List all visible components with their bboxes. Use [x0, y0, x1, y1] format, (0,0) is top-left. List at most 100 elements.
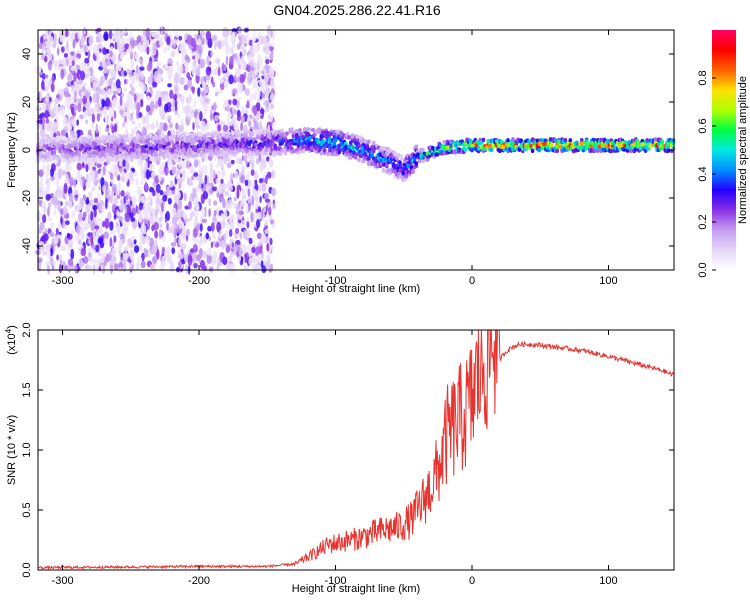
spectrogram-signal-cell: [306, 127, 311, 132]
spectrogram-noise-cell: [81, 175, 85, 187]
spectrogram-noise-cell: [260, 57, 263, 68]
spectrogram-signal-cell: [231, 130, 235, 136]
spectrogram-noise-cell: [68, 192, 74, 202]
spectrogram-noise-cell: [113, 171, 119, 178]
spectrogram-noise-cell: [169, 89, 174, 100]
spectrogram-noise-cell: [259, 108, 265, 115]
spectrogram-noise-cell: [156, 61, 162, 68]
spectrogram-noise-cell: [116, 57, 119, 67]
spectrogram-noise-cell: [160, 106, 164, 112]
spectrogram-noise-cell: [92, 204, 98, 211]
spectrogram-signal-cell: [529, 143, 533, 148]
spectrogram-noise-cell: [225, 55, 229, 66]
spectrogram-signal-cell: [421, 147, 425, 153]
spectrogram-noise-cell: [152, 81, 158, 88]
spectrogram-noise-cell: [122, 253, 129, 259]
spectrogram-signal-cell: [311, 127, 315, 133]
spectrogram-noise-cell: [242, 219, 246, 224]
spectrogram-noise-cell: [228, 99, 232, 105]
spectrogram-noise-cell: [60, 68, 65, 80]
spectrogram-noise-cell: [254, 179, 258, 185]
spectrogram-noise-cell: [214, 114, 219, 122]
spectrogram-noise-cell: [113, 110, 117, 120]
spectrogram-noise-cell: [261, 79, 266, 84]
spectrogram-noise-cell: [146, 234, 150, 246]
spectrogram-signal-cell: [527, 139, 532, 145]
spectrogram-noise-cell: [227, 157, 232, 163]
spectrogram-noise-cell: [73, 178, 77, 188]
spectrogram-noise-cell: [248, 257, 253, 266]
spectrogram-noise-cell: [71, 106, 75, 115]
spectrogram-noise-cell: [187, 181, 194, 186]
spectrogram-noise-cell: [232, 98, 238, 106]
y-tick-label: 2.0: [21, 322, 33, 337]
spectrogram-noise-cell: [270, 78, 274, 87]
spectrogram-noise-cell: [247, 188, 251, 197]
spectrogram-noise-cell: [119, 95, 123, 107]
spectrogram-noise-cell: [264, 90, 269, 99]
spectrogram-noise-cell: [53, 59, 58, 70]
spectrogram-noise-cell: [175, 169, 179, 180]
spectrogram-noise-cell: [50, 110, 54, 118]
spectrogram-signal-cell: [357, 143, 361, 148]
spectrogram-noise-cell: [193, 98, 196, 109]
spectrogram-noise-cell: [201, 218, 207, 224]
spectrogram-signal-cell: [481, 137, 486, 143]
spectrogram-noise-cell: [76, 162, 82, 171]
spectrogram-noise-cell: [48, 96, 52, 102]
spectrogram-signal-cell: [185, 131, 189, 137]
spectrogram-noise-cell: [178, 254, 184, 260]
spectrogram-noise-cell: [136, 260, 140, 271]
spectrogram-noise-cell: [59, 254, 62, 261]
spectrogram-noise-cell: [42, 42, 46, 48]
y-tick-label: 20: [21, 96, 33, 108]
spectrogram-noise-cell: [253, 74, 256, 80]
spectrogram-noise-cell: [79, 114, 84, 120]
spectrogram-noise-cell: [56, 254, 59, 261]
spectrogram-noise-cell: [240, 115, 246, 124]
spectrogram-noise-cell: [247, 53, 252, 63]
spectrogram-noise-cell: [57, 221, 62, 231]
spectrogram-noise-cell: [87, 255, 92, 262]
spectrogram-noise-cell: [229, 263, 235, 274]
spectrogram-signal-cell: [308, 135, 312, 141]
spectrogram-noise-cell: [94, 225, 100, 230]
spectrogram-signal-cell: [568, 138, 573, 143]
spectrogram-signal-cell: [108, 134, 112, 140]
spectrogram-noise-cell: [231, 116, 236, 125]
spectrogram-noise-cell: [151, 255, 158, 264]
spectrogram-noise-cell: [47, 216, 53, 222]
spectrogram-noise-cell: [107, 211, 112, 221]
spectrogram-noise-cell: [169, 225, 174, 234]
spectrogram-noise-cell: [67, 73, 73, 83]
spectrogram-noise-cell: [225, 230, 229, 239]
spectrogram-noise-cell: [39, 212, 42, 219]
spectrogram-noise-cell: [253, 91, 257, 101]
spectrogram-noise-cell: [105, 49, 110, 54]
spectrogram-noise-cell: [140, 165, 144, 177]
spectrogram-noise-cell: [135, 177, 139, 186]
spectrogram-noise-cell: [95, 123, 99, 134]
spectrogram-noise-cell: [236, 157, 241, 165]
spectrogram-noise-cell: [169, 122, 174, 129]
spectrogram-noise-cell: [177, 199, 183, 210]
spectrogram-noise-cell: [138, 192, 142, 203]
spectrogram-noise-cell: [202, 250, 208, 258]
spectrogram-noise-cell: [143, 247, 147, 254]
spectrogram-signal-cell: [294, 128, 299, 134]
spectrogram-noise-cell: [76, 80, 81, 85]
spectrogram-noise-cell: [136, 102, 141, 112]
spectrogram-noise-cell: [96, 113, 101, 122]
spectrogram-noise-cell: [62, 116, 68, 128]
spectrogram-noise-cell: [158, 228, 162, 240]
colorbar-tick-label: 0.2: [697, 214, 709, 229]
spectrogram-noise-cell: [198, 166, 204, 177]
spectrogram-noise-cell: [81, 85, 86, 93]
spectrogram-noise-cell: [214, 91, 219, 97]
spectrogram-noise-cell: [131, 111, 135, 116]
spectrogram-noise-cell: [203, 238, 207, 244]
spectrogram-noise-cell: [45, 193, 51, 201]
spectrogram-noise-cell: [104, 128, 110, 133]
spectrogram-noise-cell: [44, 227, 48, 234]
spectrogram-noise-cell: [149, 264, 155, 269]
